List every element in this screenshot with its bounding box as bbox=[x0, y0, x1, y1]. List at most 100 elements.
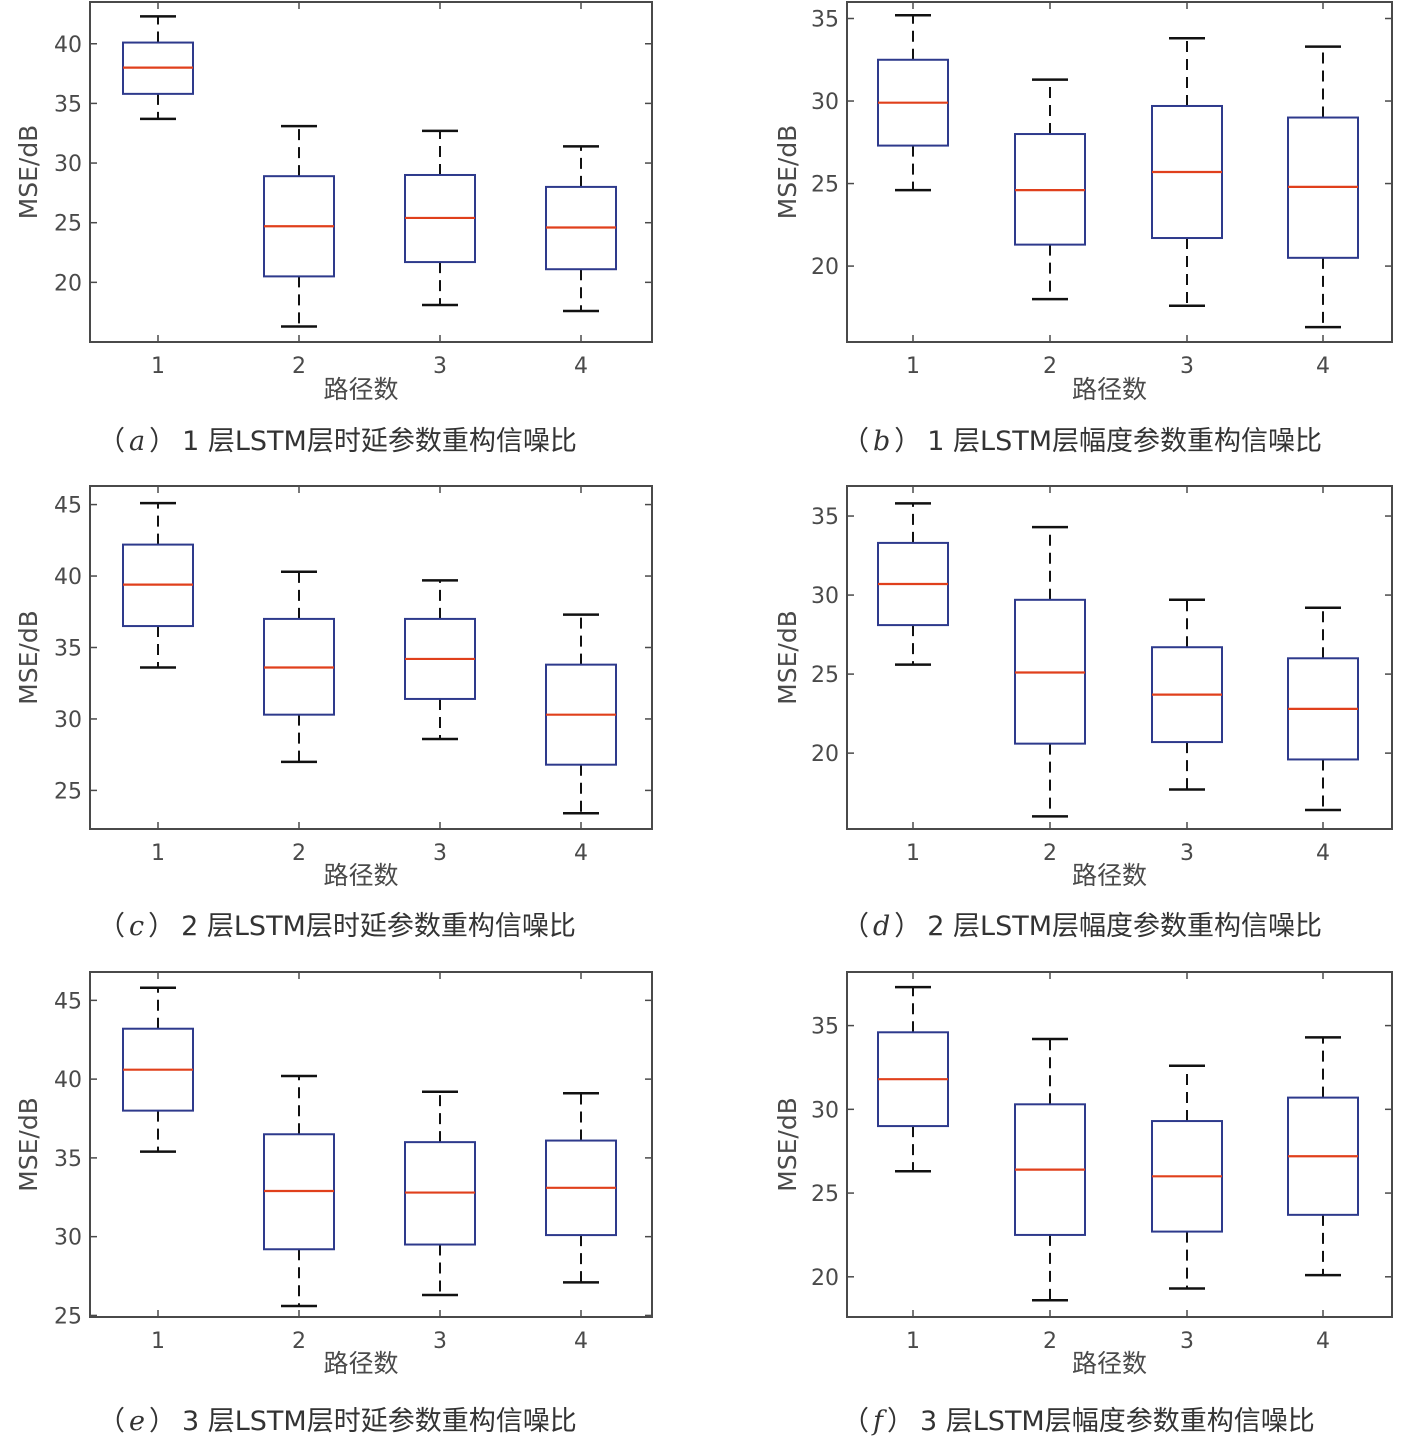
y-tick-label: 30 bbox=[811, 584, 839, 609]
box-3 bbox=[404, 579, 476, 741]
caption-open-paren: （ bbox=[98, 426, 125, 457]
y-tick-label: 20 bbox=[811, 742, 839, 767]
x-tick-label: 2 bbox=[292, 1329, 306, 1354]
x-axis-label: 路径数 bbox=[323, 861, 398, 890]
chart-caption: （e） 3 层LSTM层时延参数重构信噪比 bbox=[98, 1406, 577, 1437]
y-tick-label: 25 bbox=[811, 663, 839, 688]
plot-frame bbox=[89, 1, 653, 343]
caption-close-paren: ） bbox=[148, 911, 175, 942]
plot-frame bbox=[89, 971, 653, 1318]
panel-a: 20 25 30 35 40 1 2 3 4 路径数 MSE/dB （ a） 1 层LSTM层时延参数重构… bbox=[14, 1, 653, 457]
caption-open-paren: （ bbox=[842, 1406, 869, 1437]
box-3 bbox=[404, 1090, 476, 1297]
x-tick-label: 3 bbox=[1180, 1329, 1194, 1354]
y-tick-label: 20 bbox=[54, 271, 82, 296]
x-tick-label: 4 bbox=[574, 354, 588, 379]
y-tick-label: 30 bbox=[54, 1226, 82, 1251]
plot-frame bbox=[846, 485, 1393, 830]
caption-letter: f bbox=[871, 1406, 887, 1437]
box-1 bbox=[122, 986, 194, 1153]
x-tick-label: 4 bbox=[1316, 841, 1330, 866]
chart-caption: （a） 1 层LSTM层时延参数重构信噪比 bbox=[98, 426, 577, 457]
caption-letter: d bbox=[873, 911, 890, 942]
y-tick-label: 35 bbox=[54, 1147, 82, 1172]
box-4 bbox=[545, 145, 617, 313]
caption-close-paren: ） bbox=[149, 426, 176, 457]
chart-caption: （f） 3 层LSTM层幅度参数重构信噪比 bbox=[842, 1406, 1315, 1437]
plot-frame bbox=[846, 1, 1393, 343]
caption-text: 2 层LSTM层时延参数重构信噪比 bbox=[181, 911, 576, 942]
panel-d: 20 25 30 35 1 2 3 4 路径数 MSE/dB （ d） 2 层LSTM层幅度参数重构信噪… bbox=[773, 485, 1393, 942]
box-4 bbox=[545, 1092, 617, 1284]
caption-open-paren: （ bbox=[98, 1406, 125, 1437]
caption-text: 2 层LSTM层幅度参数重构信噪比 bbox=[927, 911, 1322, 942]
box-2 bbox=[263, 1074, 335, 1308]
y-tick-label: 35 bbox=[811, 1015, 839, 1040]
y-tick-label: 30 bbox=[54, 708, 82, 733]
box-2 bbox=[263, 570, 335, 764]
y-tick-label: 20 bbox=[811, 1266, 839, 1291]
panel-e: 25 30 35 40 45 1 2 3 4 路径数 MSE/dB （ e） 3 层LSTM层时延参数重构… bbox=[14, 971, 653, 1437]
x-axis-label: 路径数 bbox=[1072, 1349, 1147, 1378]
y-tick-label: 45 bbox=[54, 989, 82, 1014]
y-tick-label: 40 bbox=[54, 1068, 82, 1093]
y-tick-label: 35 bbox=[54, 92, 82, 117]
y-axis-label: MSE/dB bbox=[14, 610, 43, 705]
box-1 bbox=[877, 985, 949, 1173]
box-1 bbox=[122, 501, 194, 669]
box-1 bbox=[122, 15, 194, 121]
box-2 bbox=[263, 124, 335, 328]
y-tick-label: 25 bbox=[811, 173, 839, 198]
y-tick-label: 35 bbox=[811, 8, 839, 33]
box-4 bbox=[545, 613, 617, 815]
box-2 bbox=[1014, 1037, 1086, 1302]
caption-close-paren: ） bbox=[149, 1406, 176, 1437]
y-tick-label: 25 bbox=[54, 779, 82, 804]
x-tick-label: 2 bbox=[292, 354, 306, 379]
x-tick-label: 4 bbox=[574, 1329, 588, 1354]
caption-open-paren: （ bbox=[842, 426, 869, 457]
y-axis-label: MSE/dB bbox=[14, 125, 43, 220]
x-tick-label: 1 bbox=[151, 1329, 165, 1354]
box-1 bbox=[877, 13, 949, 192]
y-tick-label: 30 bbox=[811, 1098, 839, 1123]
y-axis-label: MSE/dB bbox=[773, 125, 802, 220]
box-1 bbox=[877, 502, 949, 666]
caption-open-paren: （ bbox=[98, 911, 125, 942]
y-tick-label: 40 bbox=[54, 565, 82, 590]
box-3 bbox=[1151, 598, 1223, 791]
caption-open-paren: （ bbox=[842, 911, 869, 942]
y-tick-label: 25 bbox=[811, 1182, 839, 1207]
x-tick-label: 1 bbox=[906, 1329, 920, 1354]
x-tick-label: 2 bbox=[292, 841, 306, 866]
caption-letter: e bbox=[129, 1406, 145, 1437]
box-2 bbox=[1014, 525, 1086, 818]
box-2 bbox=[1014, 78, 1086, 301]
x-tick-label: 1 bbox=[906, 354, 920, 379]
x-tick-label: 3 bbox=[1180, 841, 1194, 866]
y-tick-label: 25 bbox=[54, 212, 82, 237]
x-tick-label: 3 bbox=[433, 354, 447, 379]
y-tick-label: 30 bbox=[811, 90, 839, 115]
chart-caption: （b） 1 层LSTM层幅度参数重构信噪比 bbox=[842, 426, 1322, 457]
caption-close-paren: ） bbox=[894, 911, 921, 942]
y-axis-label: MSE/dB bbox=[773, 1097, 802, 1192]
caption-letter: b bbox=[873, 426, 890, 457]
panel-c: 25 30 35 40 45 1 2 3 4 路径数 MSE/dB （ c） 2 层LSTM层时延参数重构… bbox=[14, 485, 653, 942]
y-tick-label: 30 bbox=[54, 152, 82, 177]
box-4 bbox=[1287, 45, 1359, 329]
x-tick-label: 2 bbox=[1043, 354, 1057, 379]
y-tick-label: 35 bbox=[811, 505, 839, 530]
caption-letter: a bbox=[129, 426, 145, 457]
caption-close-paren: ） bbox=[894, 426, 921, 457]
x-tick-label: 3 bbox=[1180, 354, 1194, 379]
y-tick-label: 35 bbox=[54, 636, 82, 661]
caption-text: 1 层LSTM层幅度参数重构信噪比 bbox=[927, 426, 1322, 457]
box-4 bbox=[1287, 606, 1359, 812]
x-axis-label: 路径数 bbox=[323, 375, 398, 404]
plot-frame bbox=[846, 971, 1393, 1318]
x-tick-label: 3 bbox=[433, 1329, 447, 1354]
box-3 bbox=[404, 129, 476, 307]
x-tick-label: 2 bbox=[1043, 1329, 1057, 1354]
